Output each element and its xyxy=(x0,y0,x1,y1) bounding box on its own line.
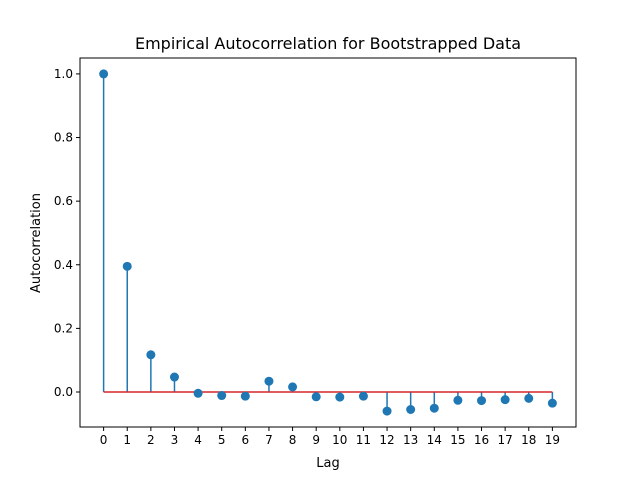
data-point xyxy=(500,395,510,405)
data-point xyxy=(406,405,416,415)
data-point xyxy=(146,350,156,360)
data-point xyxy=(169,372,179,382)
x-tick-label: 3 xyxy=(171,433,179,447)
x-tick-label: 10 xyxy=(332,433,347,447)
data-point xyxy=(122,261,132,271)
y-tick-label: 1.0 xyxy=(54,67,73,81)
x-tick-label: 12 xyxy=(379,433,394,447)
x-tick-label: 2 xyxy=(147,433,155,447)
x-tick-label: 18 xyxy=(521,433,536,447)
x-tick-label: 5 xyxy=(218,433,226,447)
data-point xyxy=(524,393,534,403)
y-tick-label: 0.8 xyxy=(54,131,73,145)
data-point xyxy=(264,376,274,386)
data-point xyxy=(240,391,250,401)
x-tick-label: 9 xyxy=(312,433,320,447)
y-axis-label: Autocorrelation xyxy=(29,193,44,293)
x-tick-label: 14 xyxy=(427,433,442,447)
data-point xyxy=(453,395,463,405)
x-tick-label: 0 xyxy=(100,433,108,447)
plot-frame xyxy=(79,57,577,428)
data-point xyxy=(335,392,345,402)
x-tick-label: 16 xyxy=(474,433,489,447)
y-tick-label: 0.0 xyxy=(54,385,73,399)
y-tick-label: 0.2 xyxy=(54,321,73,335)
x-tick-label: 15 xyxy=(450,433,465,447)
x-tick-label: 4 xyxy=(194,433,202,447)
y-tick-label: 0.4 xyxy=(54,258,73,272)
x-tick-label: 13 xyxy=(403,433,418,447)
data-point xyxy=(547,398,557,408)
data-point xyxy=(99,69,109,79)
data-point xyxy=(382,406,392,416)
plot-area xyxy=(99,69,557,416)
x-tick-label: 1 xyxy=(123,433,131,447)
x-axis-label: Lag xyxy=(316,456,339,471)
x-tick-label: 11 xyxy=(356,433,371,447)
x-tick-label: 17 xyxy=(498,433,513,447)
x-tick-label: 8 xyxy=(289,433,297,447)
data-point xyxy=(311,392,321,402)
y-tick-label: 0.6 xyxy=(54,194,73,208)
y-axis-ticks: 0.0 0.2 0.4 0.6 0.8 1.0 xyxy=(54,67,80,399)
data-point xyxy=(217,391,227,401)
data-point xyxy=(358,391,368,401)
data-point xyxy=(429,403,439,413)
x-axis-ticks: 0 1 2 3 4 5 6 7 8 9 10 11 12 13 14 15 16 17 18 19 xyxy=(100,427,560,447)
x-tick-label: 6 xyxy=(242,433,250,447)
x-tick-label: 19 xyxy=(545,433,560,447)
data-point xyxy=(193,388,203,398)
data-point xyxy=(477,396,487,406)
data-point xyxy=(288,382,298,392)
chart-title: Empirical Autocorrelation for Bootstrapp… xyxy=(135,34,521,53)
x-tick-label: 7 xyxy=(265,433,273,447)
